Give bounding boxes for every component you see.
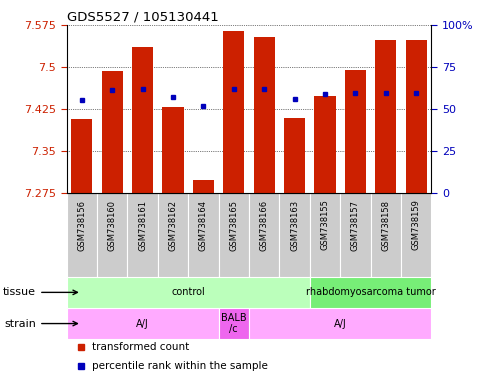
- Text: GSM738162: GSM738162: [169, 200, 177, 251]
- Bar: [249, 193, 280, 277]
- Bar: [193, 180, 214, 193]
- Bar: [375, 40, 396, 193]
- Text: GDS5527 / 105130441: GDS5527 / 105130441: [67, 11, 218, 24]
- Text: GSM738157: GSM738157: [351, 200, 360, 251]
- Bar: [340, 193, 371, 277]
- Bar: [71, 119, 92, 193]
- Text: GSM738160: GSM738160: [107, 200, 117, 251]
- Text: A/J: A/J: [334, 319, 347, 329]
- Text: control: control: [171, 287, 205, 297]
- Text: GSM738164: GSM738164: [199, 200, 208, 251]
- Bar: [218, 193, 249, 277]
- Text: A/J: A/J: [136, 319, 149, 329]
- Bar: [401, 193, 431, 277]
- Text: GSM738155: GSM738155: [320, 200, 329, 250]
- Text: GSM738159: GSM738159: [412, 200, 421, 250]
- Bar: [310, 193, 340, 277]
- Bar: [102, 71, 123, 193]
- Text: GSM738163: GSM738163: [290, 200, 299, 251]
- Bar: [315, 96, 336, 193]
- Text: tissue: tissue: [3, 287, 77, 297]
- Bar: [310, 277, 431, 308]
- Bar: [280, 193, 310, 277]
- Text: BALB
/c: BALB /c: [221, 313, 246, 334]
- Bar: [223, 31, 245, 193]
- Bar: [127, 193, 158, 277]
- Bar: [284, 118, 305, 193]
- Text: rhabdomyosarcoma tumor: rhabdomyosarcoma tumor: [306, 287, 435, 297]
- Bar: [406, 40, 427, 193]
- Bar: [67, 277, 310, 308]
- Bar: [132, 47, 153, 193]
- Bar: [158, 193, 188, 277]
- Text: transformed count: transformed count: [92, 342, 189, 353]
- Bar: [97, 193, 127, 277]
- Text: GSM738161: GSM738161: [138, 200, 147, 251]
- Bar: [218, 308, 249, 339]
- Text: GSM738156: GSM738156: [77, 200, 86, 251]
- Text: percentile rank within the sample: percentile rank within the sample: [92, 361, 268, 371]
- Bar: [249, 308, 431, 339]
- Bar: [67, 308, 218, 339]
- Bar: [345, 70, 366, 193]
- Bar: [67, 193, 97, 277]
- Text: GSM738166: GSM738166: [260, 200, 269, 251]
- Bar: [371, 193, 401, 277]
- Bar: [253, 37, 275, 193]
- Text: strain: strain: [4, 319, 77, 329]
- Text: GSM738158: GSM738158: [381, 200, 390, 251]
- Bar: [162, 107, 183, 193]
- Text: GSM738165: GSM738165: [229, 200, 238, 251]
- Bar: [188, 193, 218, 277]
